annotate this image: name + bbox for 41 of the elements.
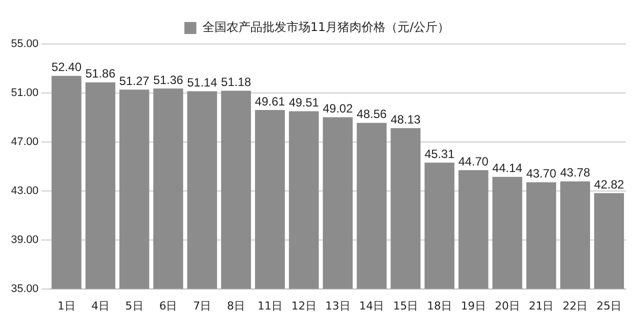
x-tick-label: 20日 [494, 299, 520, 312]
x-tick-label: 4日 [91, 299, 110, 312]
y-tick-label: 43.00 [10, 184, 39, 197]
data-label: 43.78 [560, 166, 590, 180]
x-tick-label: 19日 [460, 299, 486, 312]
x-tick-label: 5日 [125, 299, 144, 312]
x-tick-label: 18日 [426, 299, 452, 312]
data-label: 49.02 [322, 102, 354, 116]
x-tick-label: 14日 [359, 299, 384, 312]
data-label: 51.18 [221, 75, 252, 90]
data-label: 48.13 [390, 112, 421, 126]
x-tick-label: 1日 [57, 299, 76, 312]
data-label: 45.31 [424, 146, 455, 161]
x-tick-label: 12日 [291, 299, 316, 312]
y-tick-label: 55.00 [10, 38, 39, 50]
data-label: 44.70 [458, 154, 489, 168]
data-label: 43.70 [526, 166, 557, 181]
data-label: 51.36 [153, 72, 184, 87]
x-tick-label: 25日 [596, 299, 622, 312]
data-label: 51.14 [187, 76, 218, 90]
data-label: 42.82 [594, 177, 624, 192]
x-tick-label: 7日 [193, 299, 212, 312]
data-label: 52.40 [51, 60, 82, 74]
y-tick-label: 39.00 [10, 234, 39, 246]
data-label: 51.27 [119, 74, 150, 88]
x-tick-label: 8日 [227, 299, 246, 312]
y-tick-label: 51.00 [10, 86, 39, 99]
x-tick-label: 22日 [562, 299, 588, 312]
data-label: 51.86 [85, 66, 116, 81]
x-tick-label: 13日 [325, 299, 350, 312]
y-tick-label: 35.00 [10, 282, 39, 295]
x-tick-label: 15日 [393, 299, 418, 312]
legend-label: 全国农产品批发市场11月猪肉价格（元/公斤） [202, 20, 450, 34]
data-label: 49.51 [288, 96, 320, 110]
x-tick-label: 6日 [159, 299, 178, 312]
data-label: 48.56 [356, 107, 388, 122]
data-label: 44.14 [492, 161, 523, 176]
data-label: 49.61 [254, 94, 286, 108]
y-tick-label: 47.00 [10, 136, 39, 148]
x-tick-label: 11日 [257, 299, 282, 312]
x-tick-label: 21日 [528, 299, 554, 312]
